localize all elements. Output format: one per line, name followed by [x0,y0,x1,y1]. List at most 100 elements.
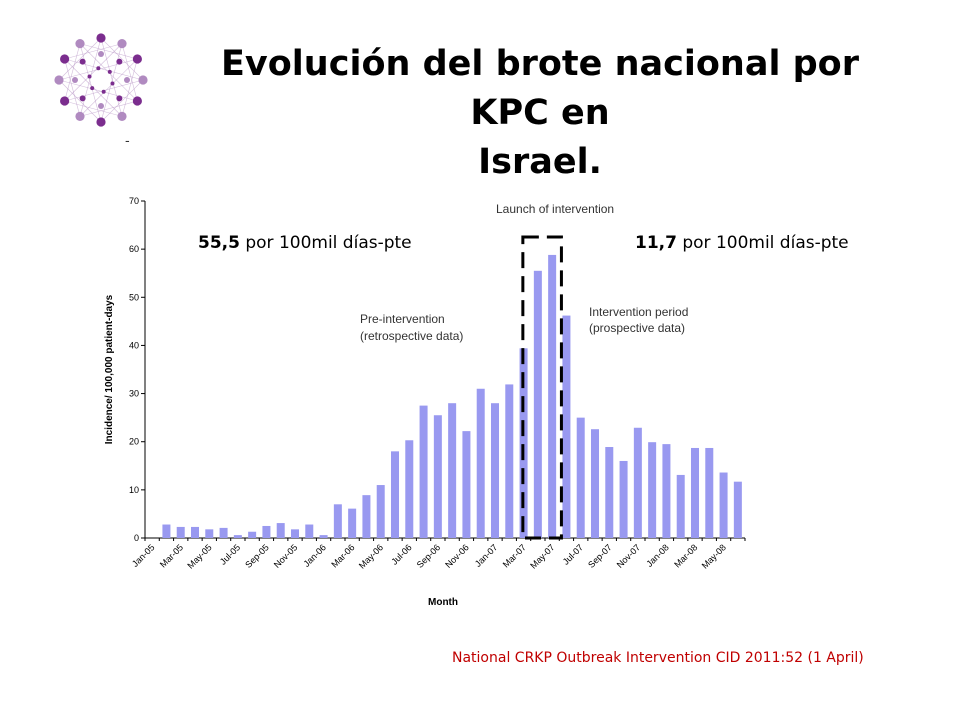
bar-May-08 [719,472,728,538]
bar-Jun-08 [733,481,742,538]
bar-Sep-05 [262,525,271,538]
logo-line [64,58,81,117]
logo-dot [96,117,106,127]
organization-logo: - [54,33,148,149]
bar-Oct-07 [619,460,628,538]
logo-dot [60,54,70,64]
x-tick-label: Jan-07 [473,542,500,569]
logo-dot [132,54,142,64]
logo-line [79,43,102,123]
logo-dot [90,86,95,91]
title-line-1: Evolución del brote nacional por KPC en [221,44,859,133]
logo-line [64,58,144,81]
bar-May-06 [376,485,385,538]
y-tick-label: 50 [129,292,139,302]
logo-dot [87,74,92,79]
logo-line [100,37,123,117]
x-tick-label: Nov-07 [615,542,643,570]
bar-Feb-06 [333,504,342,538]
x-tick-label: Sep-06 [415,542,443,570]
bar-Aug-05 [248,531,257,538]
logo-dot [116,58,123,65]
citation: National CRKP Outbreak Intervention CID … [452,650,864,666]
pre-intervention-rate: 55,5 por 100mil días-pte [198,233,412,253]
y-tick-label: 60 [129,244,139,254]
logo-dot [117,39,127,49]
x-tick-label: Jan-06 [301,542,328,569]
logo-dot [96,66,101,71]
x-tick-label: May-06 [357,542,385,570]
intervention-highlight-box [521,235,563,540]
post-intervention-rate: 11,7 por 100mil días-pte [635,233,849,253]
bar-Jan-06 [319,535,328,538]
title-line-2: Israel. [478,142,602,182]
y-tick-label: 10 [129,485,139,495]
annotation-pre-sub: (retrospective data) [360,329,463,343]
logo-dot [117,111,127,121]
logo-line [100,37,144,81]
x-tick-label: May-07 [528,542,556,570]
logo-line [121,43,138,102]
y-tick-label: 20 [129,437,139,447]
pre-rate-value: 55,5 [198,233,240,253]
logo-line [58,79,102,123]
bar-Feb-07 [505,384,514,538]
logo-dot [96,33,106,43]
y-axis-title: Incidence/ 100,000 patient-days [104,294,115,444]
logo-dot [54,75,64,85]
bar-Dec-07 [648,442,657,538]
bar-Jun-05 [219,527,228,538]
bar-Jun-06 [391,451,399,538]
bar-Jan-07 [491,403,499,538]
bar-Jun-07 [562,315,571,538]
logo-line [79,43,138,60]
logo-dot [75,111,85,121]
bar-Jul-06 [405,440,414,538]
bar-Nov-05 [291,529,299,538]
x-tick-label: May-08 [700,542,728,570]
y-tick-label: 0 [134,533,139,543]
bar-Nov-06 [462,431,471,538]
logo-dot [72,77,78,83]
x-tick-label: Sep-07 [586,542,614,570]
logo-line [58,37,102,81]
bar-Mar-05 [176,526,185,538]
bar-Apr-08 [705,447,714,538]
bar-Nov-07 [633,427,642,538]
bar-Jul-05 [233,535,242,538]
x-tick-label: Nov-05 [272,542,300,570]
annotation-post: Intervention period [589,305,688,319]
logo-dot [101,89,106,94]
bar-Sep-06 [433,415,442,538]
logo-dot [132,96,142,106]
x-tick-label: Mar-08 [672,542,699,569]
logo-line [100,79,144,123]
x-tick-label: Mar-05 [158,542,185,569]
logo-line [64,43,81,102]
logo-dot [107,69,112,74]
logo-dot [79,58,86,65]
y-tick-label: 40 [129,340,139,350]
logo-line [79,58,138,117]
logo-dot [98,103,104,109]
annotation-post-sub: (prospective data) [589,321,685,335]
logo-line [79,100,138,117]
post-rate-value: 11,7 [635,233,677,253]
bar-May-07 [548,254,557,539]
bar-Aug-07 [591,429,599,538]
x-tick-label: Sep-05 [243,542,271,570]
slide-title: Evolución del brote nacional por KPC en … [180,40,900,187]
logo-line [64,43,123,60]
post-rate-text: por 100mil días-pte [676,233,849,253]
logo-line [121,58,138,117]
x-tick-label: Nov-06 [443,542,471,570]
pre-rate-text: por 100mil días-pte [239,233,412,253]
bar-Oct-06 [448,403,457,538]
bar-Mar-06 [348,508,357,538]
bar-Aug-06 [419,405,428,538]
logo-dot [138,75,148,85]
bar-Apr-07 [533,270,542,538]
logo-caption: - [125,134,130,149]
logo-dot [98,51,104,57]
